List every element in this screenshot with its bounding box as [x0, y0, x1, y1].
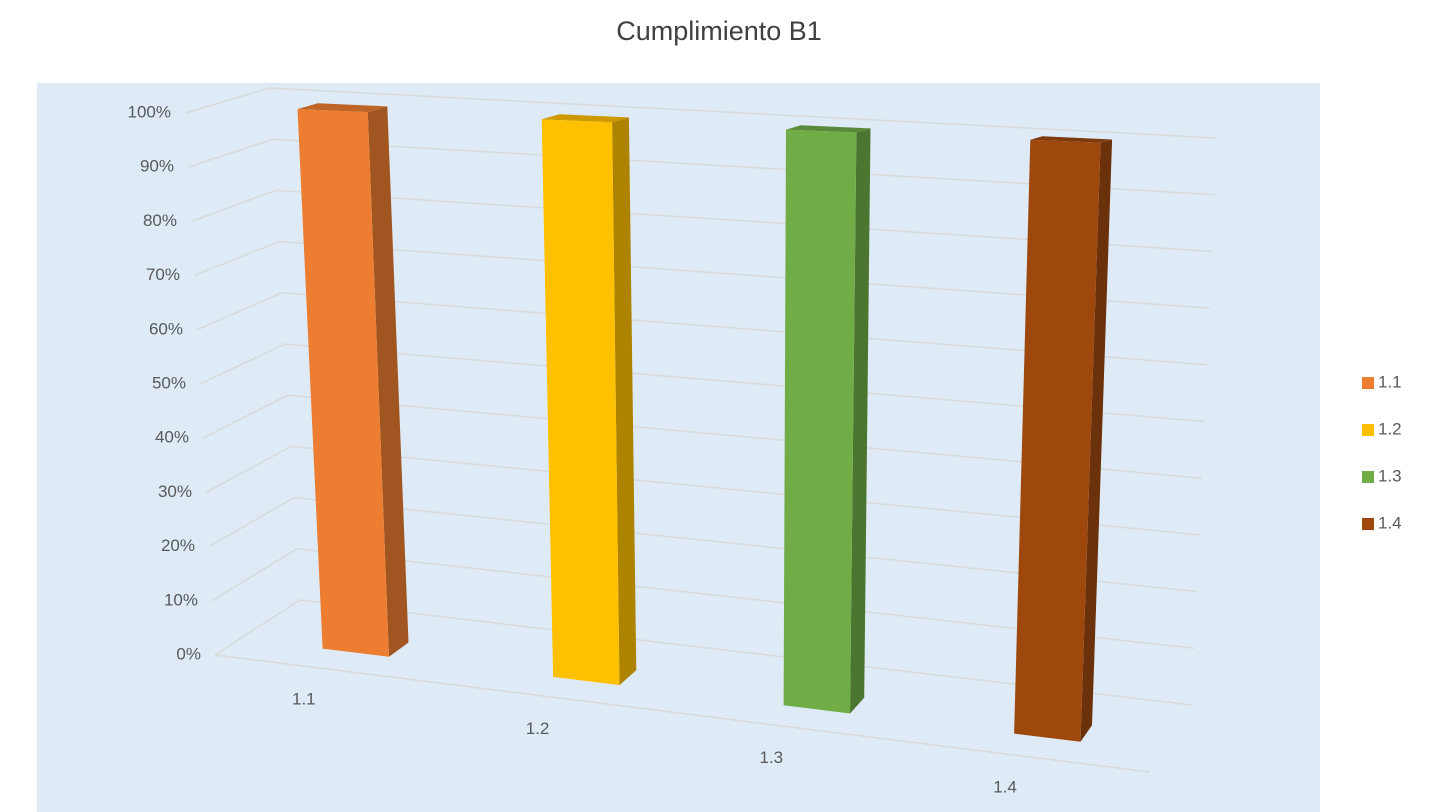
- grid-line: [196, 292, 1208, 366]
- y-tick-label: 20%: [161, 536, 195, 555]
- bar-top: [541, 114, 629, 123]
- y-tick-label: 70%: [146, 265, 180, 284]
- floor-edge: [214, 654, 1151, 773]
- y-tick-label: 50%: [152, 373, 186, 392]
- grid-line: [202, 394, 1203, 479]
- bar-side: [1080, 139, 1113, 742]
- grid-line: [208, 496, 1198, 593]
- y-tick-label: 0%: [176, 644, 201, 663]
- legend-swatch: [1362, 424, 1374, 436]
- grid-line: [193, 240, 1210, 309]
- chart-title: Cumplimiento B1: [616, 16, 822, 46]
- bar: [783, 129, 857, 714]
- x-tick-label: 1.4: [993, 777, 1017, 796]
- bar: [1014, 139, 1101, 742]
- grid-line: [211, 548, 1195, 650]
- grid-line: [214, 599, 1193, 706]
- y-tick-label: 30%: [158, 482, 192, 501]
- legend-swatch: [1362, 377, 1374, 389]
- bar-top: [1030, 136, 1113, 143]
- y-tick-label: 10%: [164, 590, 198, 609]
- grid-line: [190, 189, 1213, 253]
- x-tick-label: 1.3: [760, 748, 784, 767]
- grid-line: [199, 343, 1205, 423]
- grid-line: [184, 87, 1218, 139]
- y-tick-label: 80%: [143, 211, 177, 230]
- bar: [541, 119, 620, 686]
- x-tick-label: 1.1: [292, 690, 316, 709]
- bar-top: [297, 103, 388, 113]
- bar-top: [786, 125, 871, 133]
- x-tick-label: 1.2: [526, 719, 550, 738]
- y-tick-label: 100%: [128, 102, 171, 121]
- bar-side: [367, 106, 409, 657]
- y-tick-label: 40%: [155, 428, 189, 447]
- bar: [297, 109, 389, 657]
- legend-label: 1.4: [1378, 513, 1402, 532]
- legend-label: 1.1: [1378, 372, 1402, 391]
- bar-side: [612, 117, 637, 686]
- plot-background: [37, 83, 1320, 812]
- legend-label: 1.2: [1378, 419, 1402, 438]
- legend-swatch: [1362, 471, 1374, 483]
- grid-line: [205, 445, 1200, 536]
- legend-swatch: [1362, 518, 1374, 530]
- legend-label: 1.3: [1378, 466, 1402, 485]
- y-tick-label: 90%: [140, 157, 174, 176]
- grid-line: [187, 138, 1215, 196]
- y-tick-label: 60%: [149, 319, 183, 338]
- bar-side: [850, 128, 871, 714]
